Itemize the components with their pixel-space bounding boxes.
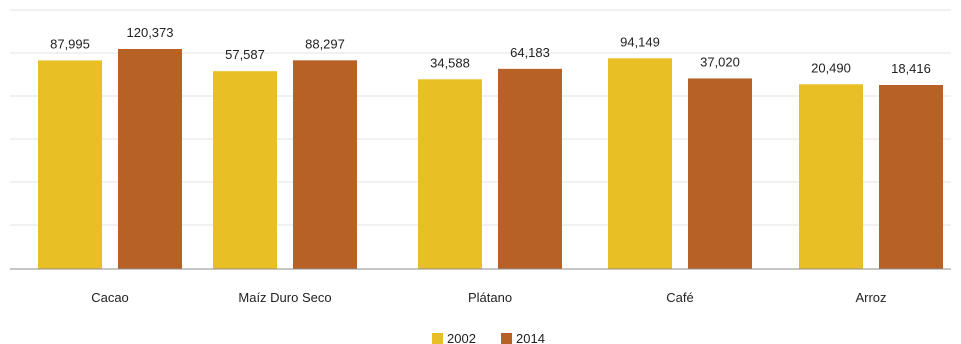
category-label-0: Cacao [91,290,129,305]
data-label-2002-4: 20,490 [811,60,851,75]
category-label-4: Arroz [855,290,886,305]
data-label-2014-0: 120,373 [127,25,174,40]
data-label-2014-1: 88,297 [305,36,345,51]
data-label-2002-2: 34,588 [430,55,470,70]
bar-2014-4 [879,85,943,269]
data-label-2002-1: 57,587 [225,47,265,62]
legend-label-2014: 2014 [516,331,545,344]
bar-2014-1 [293,60,357,269]
legend-swatch-2002 [432,333,443,344]
category-labels: Cacao Maíz Duro Seco Plátano Café Arroz [91,290,886,305]
data-label-2014-2: 64,183 [510,45,550,60]
bar-2002-0 [38,60,102,270]
data-label-2014-4: 18,416 [891,61,931,76]
legend-swatch-2014 [501,333,512,344]
bar-2002-2 [418,79,482,269]
category-label-2: Plátano [468,290,512,305]
bar-2002-4 [799,84,863,269]
bar-2014-2 [498,68,562,270]
legend-label-2002: 2002 [447,331,476,344]
category-label-1: Maíz Duro Seco [238,290,331,305]
bar-2014-3 [688,78,752,269]
data-labels: 87,995 120,373 57,587 88,297 34,588 64,183 94,… [50,25,931,76]
data-label-2002-0: 87,995 [50,36,90,51]
data-label-2002-3: 94,149 [620,34,660,49]
bar-2014-0 [118,49,182,269]
category-label-3: Café [666,290,693,305]
bars [38,49,943,270]
legend: 2002 2014 [432,331,545,344]
data-label-2014-3: 37,020 [700,54,740,69]
bar-2002-1 [213,71,277,269]
bar-2002-3 [608,58,672,270]
